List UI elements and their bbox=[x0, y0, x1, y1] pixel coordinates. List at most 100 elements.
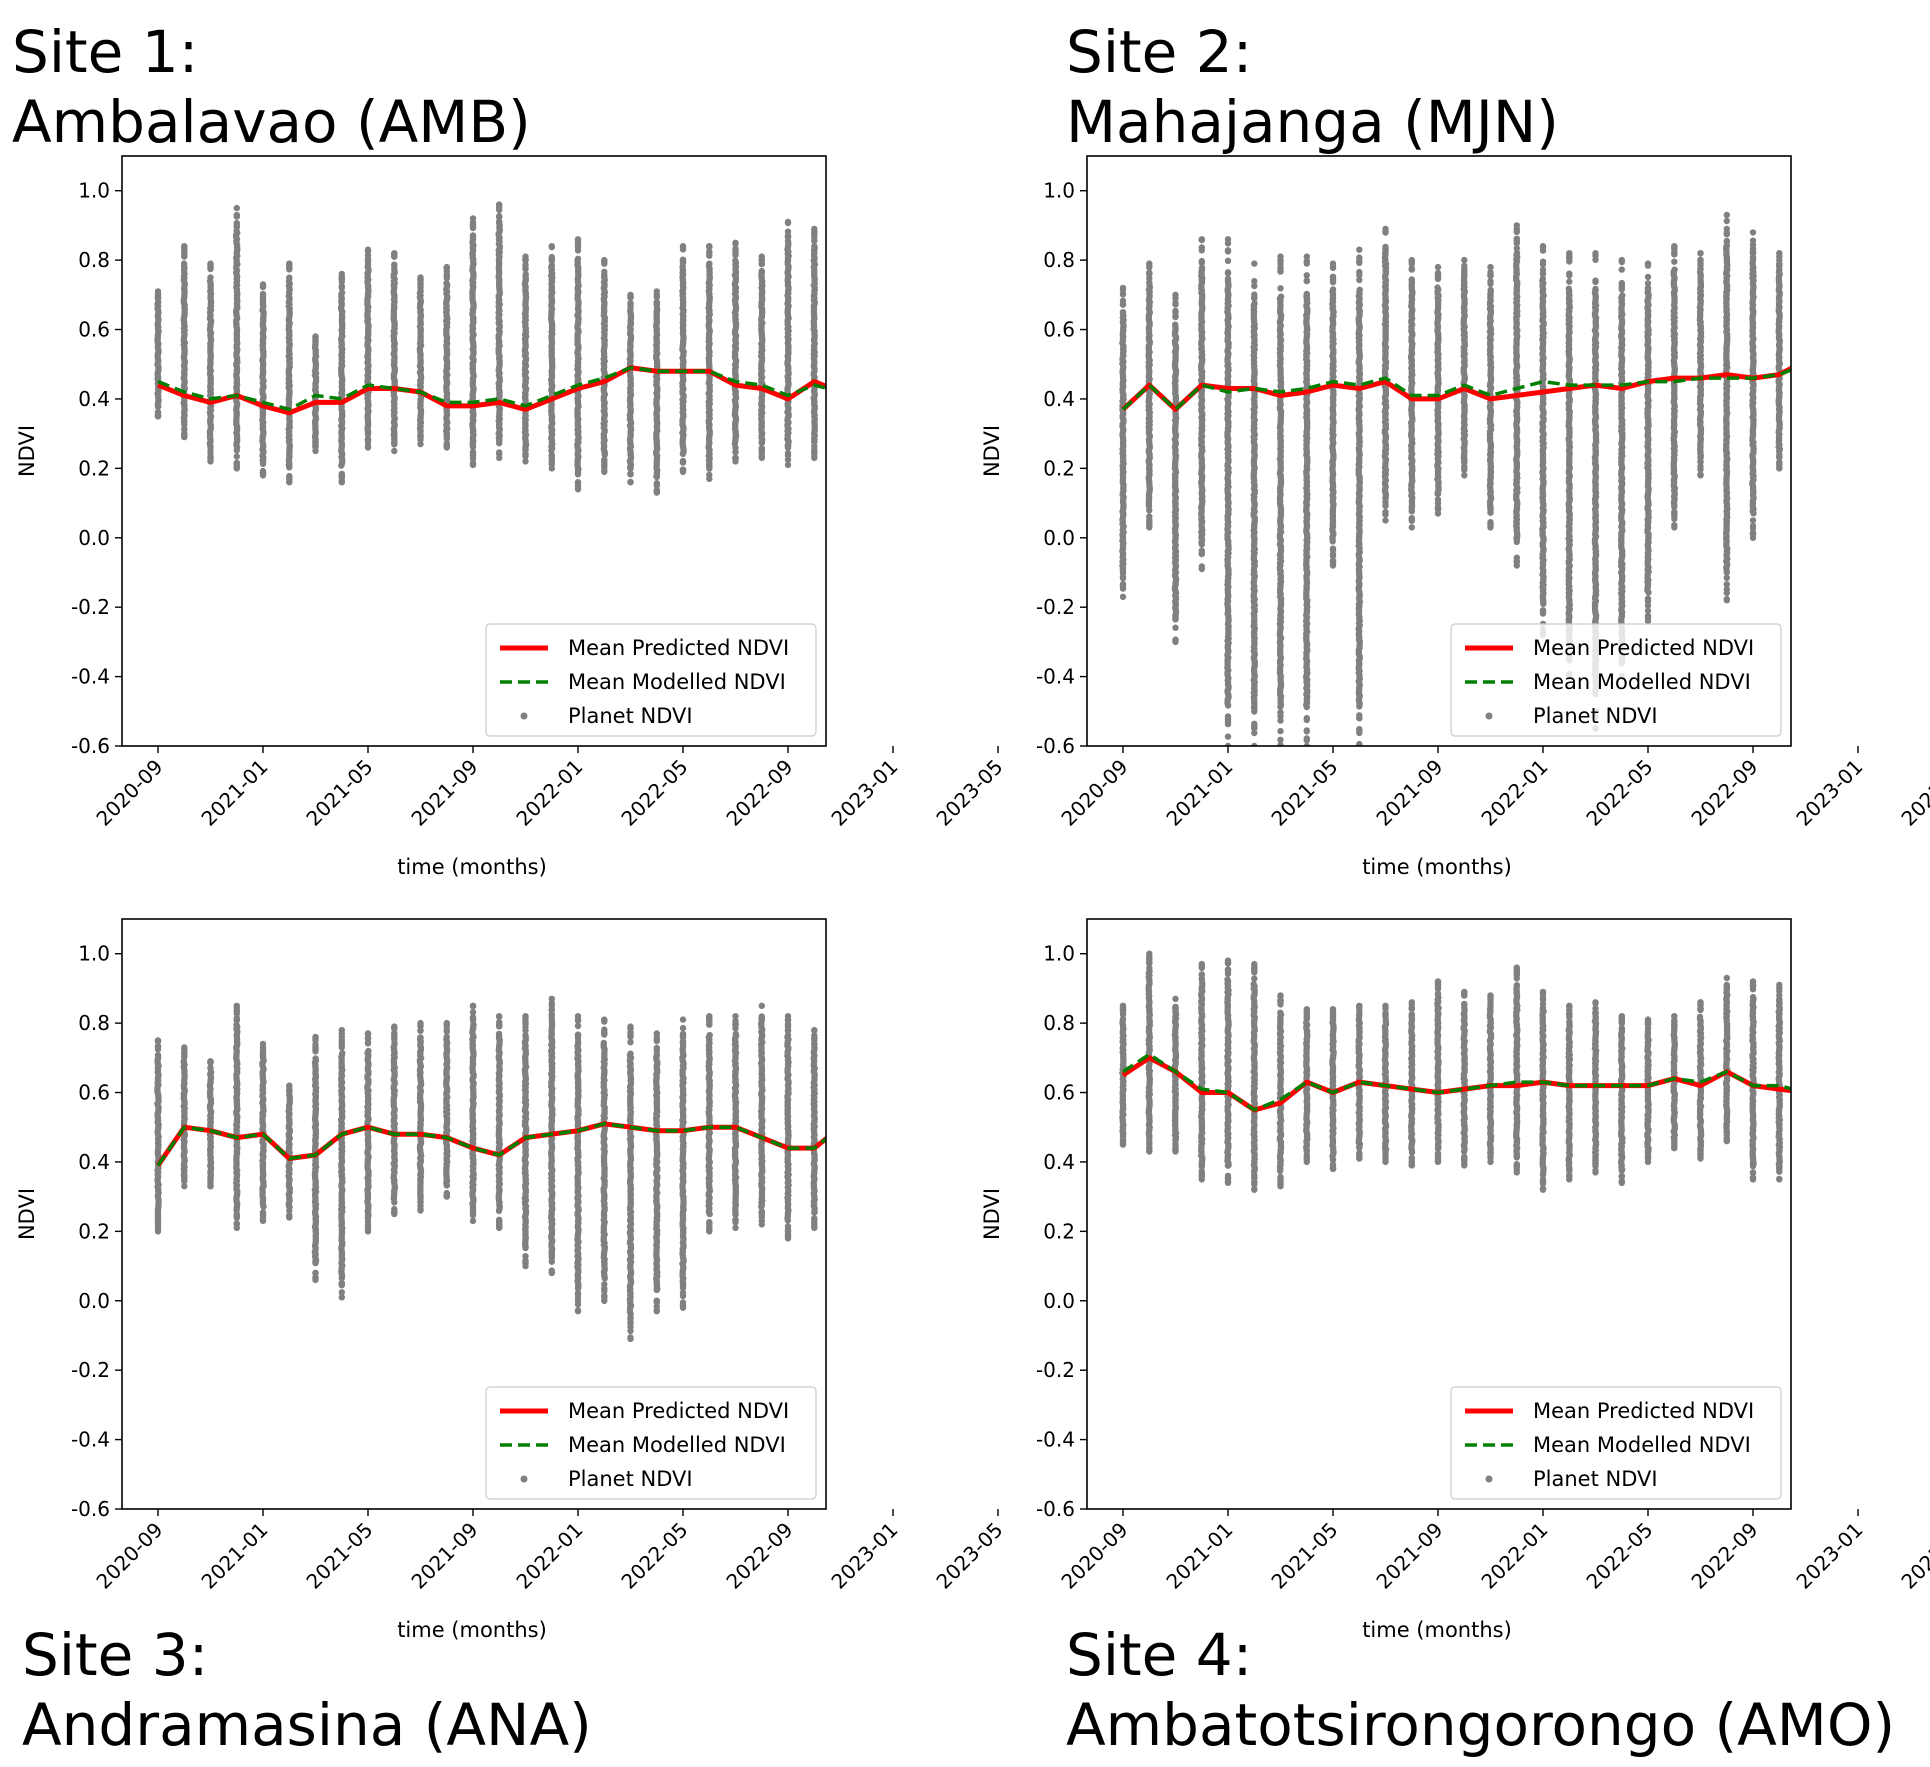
planet-ndvi-point bbox=[890, 413, 896, 419]
y-tick-label: 1.0 bbox=[78, 179, 110, 203]
planet-ndvi-point bbox=[233, 447, 240, 454]
planet-ndvi-point bbox=[259, 457, 267, 464]
planet-ndvi-point bbox=[627, 302, 634, 309]
planet-ndvi-point bbox=[890, 355, 896, 361]
planet-ndvi-point bbox=[443, 273, 450, 280]
planet-ndvi-point bbox=[890, 453, 896, 459]
planet-ndvi-point bbox=[679, 468, 687, 475]
planet-ndvi-point bbox=[574, 255, 582, 262]
planet-ndvi-point bbox=[890, 307, 896, 313]
planet-ndvi-point bbox=[864, 314, 870, 320]
planet-ndvi-point bbox=[863, 370, 869, 376]
planet-ndvi-point bbox=[890, 301, 896, 307]
planet-ndvi-point bbox=[890, 469, 896, 475]
planet-ndvi-point bbox=[864, 455, 870, 461]
panel-site-1: Site 1:Ambalavao (AMB)-0.6-0.4-0.20.00.2… bbox=[12, 18, 1008, 879]
planet-ndvi-point bbox=[1382, 517, 1389, 524]
planet-ndvi-point bbox=[286, 461, 293, 468]
planet-ndvi-point bbox=[207, 458, 214, 465]
planet-ndvi-point bbox=[864, 291, 870, 297]
planet-ndvi-point bbox=[890, 409, 896, 415]
planet-ndvi-point bbox=[890, 425, 896, 431]
planet-ndvi-point bbox=[1382, 225, 1389, 233]
planet-ndvi-point bbox=[784, 449, 792, 457]
planet-ndvi-point bbox=[890, 388, 896, 394]
planet-ndvi-point bbox=[864, 337, 870, 343]
planet-ndvi-point bbox=[864, 341, 870, 347]
planet-ndvi-point bbox=[837, 347, 843, 353]
planet-ndvi-point bbox=[338, 270, 345, 278]
planet-ndvi-point bbox=[286, 479, 293, 486]
planet-ndvi-point bbox=[864, 439, 870, 445]
planet-ndvi-point bbox=[548, 465, 555, 472]
planet-ndvi-point bbox=[338, 479, 345, 486]
planet-ndvi-point bbox=[1146, 524, 1153, 531]
planet-ndvi-point bbox=[838, 397, 844, 403]
planet-ndvi-point bbox=[890, 489, 896, 495]
planet-ndvi-point bbox=[259, 290, 267, 298]
planet-ndvi-point bbox=[838, 374, 844, 380]
planet-ndvi-point bbox=[837, 245, 843, 251]
planet-ndvi-point bbox=[601, 456, 608, 463]
planet-ndvi-point bbox=[1382, 245, 1389, 252]
planet-ndvi-point bbox=[863, 299, 869, 305]
planet-ndvi-point bbox=[864, 312, 870, 318]
planet-ndvi-point bbox=[1251, 729, 1258, 737]
planet-ndvi-point bbox=[890, 434, 896, 440]
planet-ndvi-point bbox=[864, 301, 870, 307]
planet-ndvi-point bbox=[890, 396, 896, 402]
planet-ndvi-point bbox=[1198, 565, 1206, 573]
planet-ndvi-point bbox=[233, 211, 240, 219]
planet-ndvi-point bbox=[1303, 727, 1311, 734]
planet-ndvi-point bbox=[522, 253, 529, 260]
planet-ndvi-point bbox=[496, 449, 503, 456]
mean-modelled-ndvi-line bbox=[157, 365, 826, 412]
planet-ndvi-point bbox=[863, 351, 869, 357]
planet-ndvi-point bbox=[207, 274, 214, 281]
planet-ndvi-point bbox=[1277, 709, 1284, 716]
planet-ndvi-point bbox=[364, 246, 372, 253]
y-axis-label: NDVI bbox=[15, 425, 39, 477]
planet-ndvi-point bbox=[1172, 624, 1179, 631]
planet-ndvi-point bbox=[864, 262, 870, 268]
planet-ndvi-point bbox=[811, 242, 818, 250]
planet-ndvi-point bbox=[391, 261, 398, 268]
planet-ndvi-point bbox=[1224, 269, 1232, 276]
planet-ndvi-point bbox=[391, 435, 398, 442]
planet-ndvi-point bbox=[864, 422, 870, 428]
legend-planet-label: Planet NDVI bbox=[568, 704, 693, 728]
planet-ndvi-point bbox=[838, 251, 844, 257]
planet-ndvi-point bbox=[811, 438, 818, 445]
planet-ndvi-point bbox=[864, 449, 870, 455]
planet-ndvi-point bbox=[838, 388, 844, 394]
planet-ndvi-point bbox=[837, 405, 843, 411]
planet-ndvi-point bbox=[838, 376, 844, 382]
planet-ndvi-point bbox=[864, 387, 870, 393]
planet-ndvi-point bbox=[863, 353, 869, 359]
planet-ndvi-point bbox=[837, 313, 843, 319]
planet-ndvi-point bbox=[1224, 275, 1232, 282]
planet-ndvi-point bbox=[838, 417, 844, 423]
planet-ndvi-point bbox=[837, 328, 843, 334]
planet-ndvi-point bbox=[837, 309, 843, 315]
planet-ndvi-point bbox=[863, 345, 869, 351]
planet-ndvi-point bbox=[863, 272, 869, 278]
planet-ndvi-point bbox=[837, 434, 843, 440]
planet-ndvi-point bbox=[1146, 270, 1153, 278]
x-tick-label: 2021-01 bbox=[196, 755, 272, 831]
planet-ndvi-point bbox=[417, 280, 424, 287]
planet-ndvi-point bbox=[837, 367, 843, 373]
planet-ndvi-point bbox=[312, 438, 319, 446]
planet-ndvi-point bbox=[391, 250, 398, 257]
planet-ndvi-point bbox=[890, 348, 896, 354]
planet-ndvi-point bbox=[889, 367, 895, 373]
planet-ndvi-point bbox=[864, 357, 870, 363]
planet-ndvi-point bbox=[838, 390, 844, 396]
planet-ndvi-point bbox=[837, 386, 843, 392]
planet-ndvi-point bbox=[890, 382, 896, 388]
planet-ndvi-point bbox=[837, 384, 843, 390]
planet-ndvi-point bbox=[864, 389, 870, 395]
x-tick-label: 2023-01 bbox=[826, 755, 902, 831]
planet-ndvi-point bbox=[837, 441, 843, 447]
y-tick-label: -0.2 bbox=[71, 595, 110, 619]
